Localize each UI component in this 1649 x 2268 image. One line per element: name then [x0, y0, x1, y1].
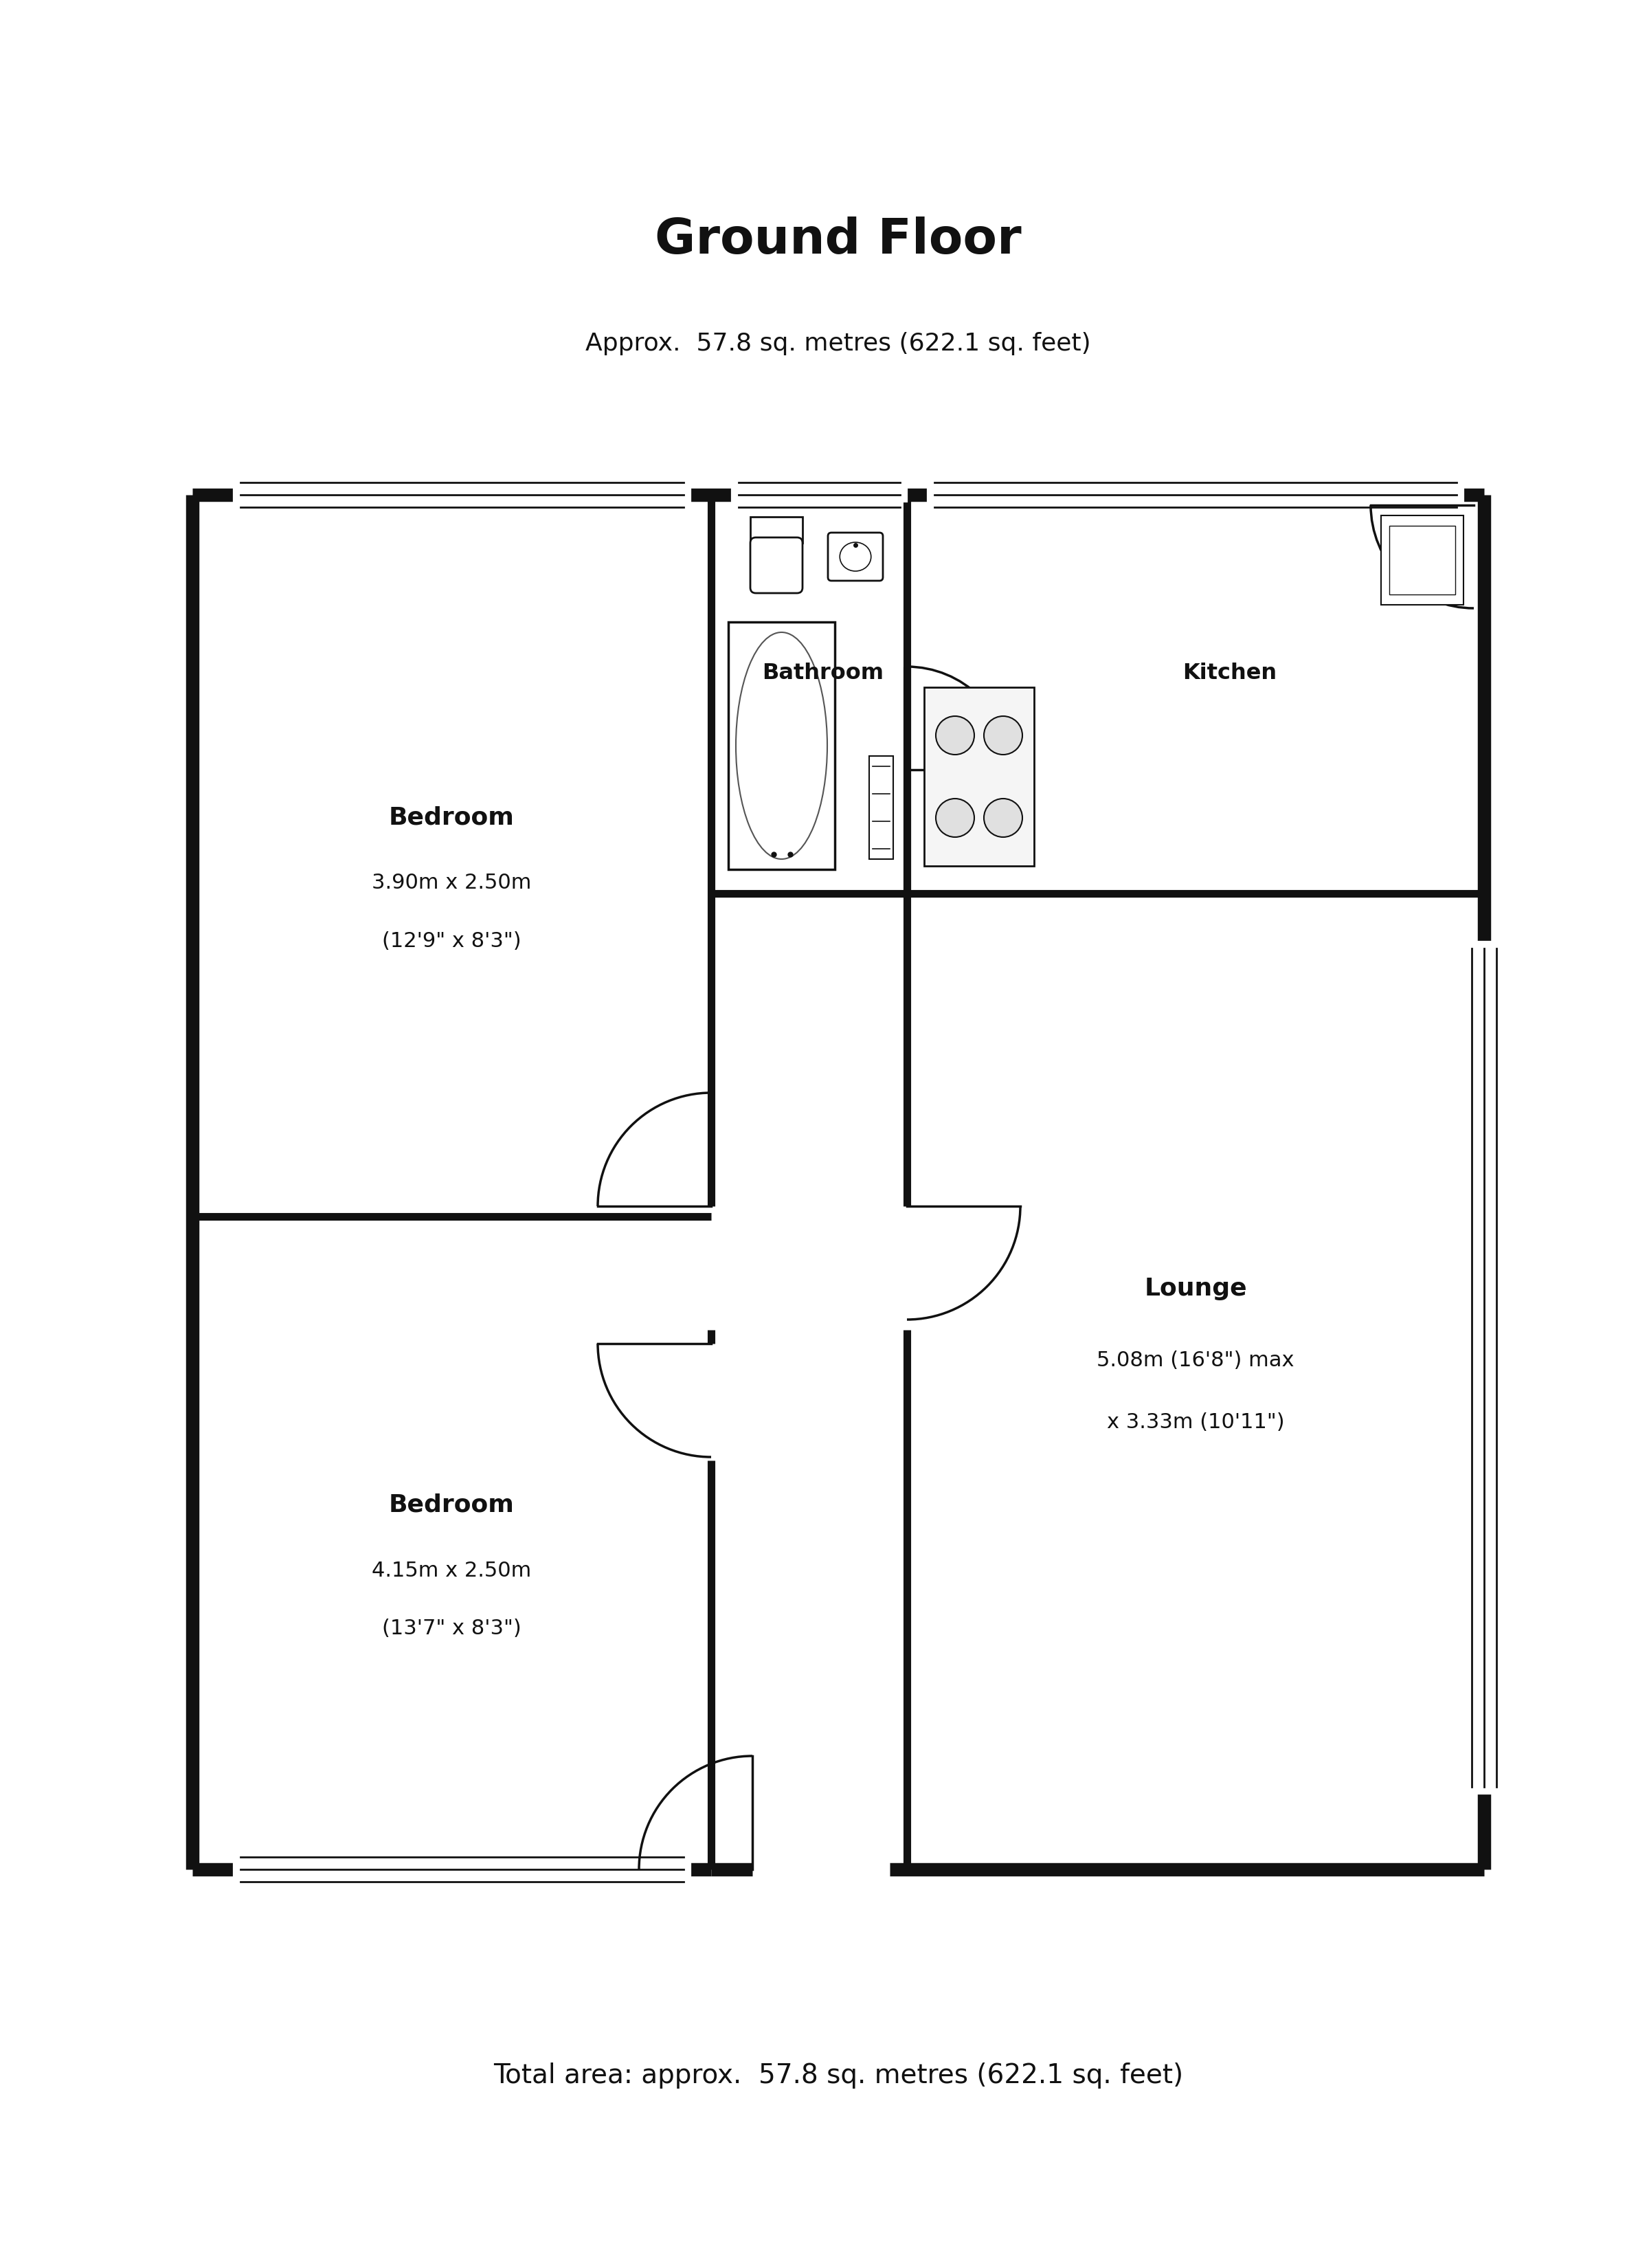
Circle shape [935, 798, 975, 837]
Text: 4.15m x 2.50m: 4.15m x 2.50m [373, 1560, 531, 1581]
Circle shape [984, 717, 1022, 755]
Text: 5.08m (16'8") max: 5.08m (16'8") max [1097, 1352, 1294, 1370]
Bar [1382, 515, 1464, 606]
Text: (12'9" x 8'3"): (12'9" x 8'3") [383, 932, 521, 953]
Text: Approx.  57.8 sq. metres (622.1 sq. feet): Approx. 57.8 sq. metres (622.1 sq. feet) [585, 331, 1092, 356]
Text: (13'7" x 8'3"): (13'7" x 8'3") [383, 1619, 521, 1640]
Text: Lounge: Lounge [1144, 1277, 1247, 1300]
Bar [729, 621, 834, 869]
Text: Bedroom: Bedroom [389, 805, 514, 830]
Text: x 3.33m (10'11"): x 3.33m (10'11") [1106, 1413, 1285, 1433]
FancyBboxPatch shape [750, 538, 803, 594]
Circle shape [984, 798, 1022, 837]
Text: Ground Floor: Ground Floor [655, 218, 1022, 265]
Bar [869, 755, 894, 860]
FancyBboxPatch shape [828, 533, 882, 581]
Circle shape [935, 717, 975, 755]
Text: Kitchen: Kitchen [1182, 662, 1276, 685]
Ellipse shape [839, 542, 871, 572]
Bar [923, 687, 1034, 866]
Bar [1390, 526, 1456, 594]
Text: Bedroom: Bedroom [389, 1492, 514, 1517]
Ellipse shape [735, 633, 828, 860]
Bar [750, 517, 803, 542]
Text: Total area: approx.  57.8 sq. metres (622.1 sq. feet): Total area: approx. 57.8 sq. metres (622… [493, 2062, 1184, 2089]
Text: Bathroom: Bathroom [762, 662, 884, 685]
Text: 3.90m x 2.50m: 3.90m x 2.50m [373, 873, 531, 894]
